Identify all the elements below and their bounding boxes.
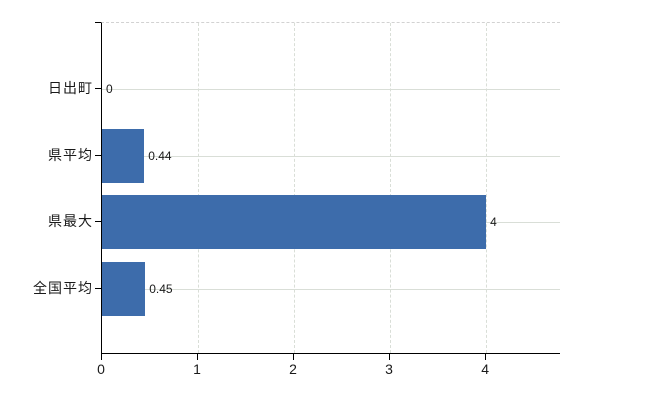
vertical-gridline [390,23,392,353]
x-axis-tick [101,354,102,360]
y-axis-tick [95,221,101,223]
category-label: 県平均 [48,146,93,163]
x-axis-tick [197,354,199,360]
bar [102,195,487,250]
y-axis-tick [95,287,101,289]
bar [102,261,146,316]
y-axis-end-tick [95,22,101,23]
category-label: 全国平均 [33,279,93,296]
category-label: 県最大 [48,213,93,230]
category-label: 日出町 [48,80,93,97]
horizontal-gridline [102,89,560,91]
vertical-gridline [198,23,200,353]
horizontal-gridline [102,155,560,157]
vertical-gridline [294,23,296,353]
y-axis-tick [95,154,101,156]
y-axis-tick [95,88,101,90]
horizontal-gridline [102,288,560,290]
plot-area: 0 0.44 4 0.45 [101,22,560,354]
bar [102,128,145,183]
bar-value-label: 0.44 [148,148,172,163]
bar-value-label: 0 [106,82,113,97]
bar-value-label: 0.45 [149,281,173,296]
x-tick-label: 0 [97,361,105,377]
x-tick-label: 1 [193,361,201,377]
x-axis-tick [485,354,487,360]
x-tick-label: 2 [289,361,297,377]
vertical-gridline [486,23,488,353]
x-axis-tick [389,354,391,360]
bar-value-label: 4 [490,215,497,230]
x-tick-label: 3 [385,361,393,377]
x-axis-tick [293,354,295,360]
x-tick-label: 4 [481,361,489,377]
